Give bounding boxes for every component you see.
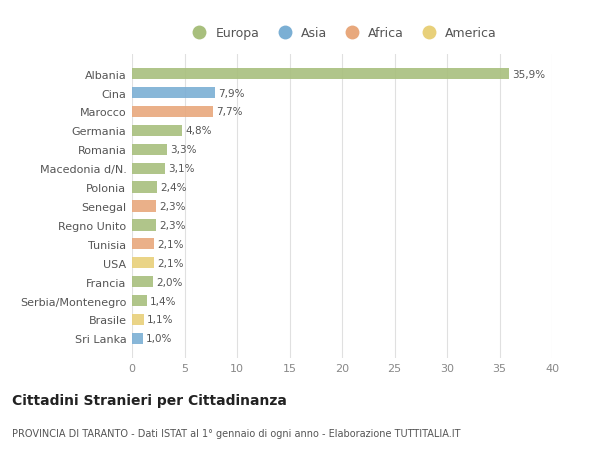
Bar bbox=[132, 125, 182, 137]
Text: Cittadini Stranieri per Cittadinanza: Cittadini Stranieri per Cittadinanza bbox=[12, 393, 287, 407]
Bar bbox=[132, 276, 153, 288]
Text: 2,1%: 2,1% bbox=[157, 258, 184, 268]
Text: 2,3%: 2,3% bbox=[160, 202, 186, 212]
Text: 4,8%: 4,8% bbox=[185, 126, 212, 136]
Bar bbox=[132, 69, 509, 80]
Text: 2,1%: 2,1% bbox=[157, 239, 184, 249]
Text: 3,1%: 3,1% bbox=[168, 164, 194, 174]
Bar bbox=[132, 163, 164, 174]
Text: 1,4%: 1,4% bbox=[150, 296, 176, 306]
Text: 2,4%: 2,4% bbox=[160, 183, 187, 193]
Text: PROVINCIA DI TARANTO - Dati ISTAT al 1° gennaio di ogni anno - Elaborazione TUTT: PROVINCIA DI TARANTO - Dati ISTAT al 1° … bbox=[12, 428, 461, 438]
Text: 3,3%: 3,3% bbox=[170, 145, 196, 155]
Bar bbox=[132, 314, 143, 325]
Text: 1,1%: 1,1% bbox=[146, 315, 173, 325]
Text: 2,3%: 2,3% bbox=[160, 220, 186, 230]
Bar bbox=[132, 201, 156, 212]
Legend: Europa, Asia, Africa, America: Europa, Asia, Africa, America bbox=[182, 22, 502, 45]
Bar bbox=[132, 88, 215, 99]
Text: 35,9%: 35,9% bbox=[512, 69, 545, 79]
Bar bbox=[132, 220, 156, 231]
Text: 7,7%: 7,7% bbox=[216, 107, 242, 117]
Text: 1,0%: 1,0% bbox=[146, 334, 172, 344]
Bar bbox=[132, 239, 154, 250]
Bar bbox=[132, 182, 157, 193]
Bar bbox=[132, 144, 167, 156]
Bar bbox=[132, 295, 146, 307]
Bar bbox=[132, 106, 213, 118]
Text: 2,0%: 2,0% bbox=[156, 277, 182, 287]
Bar bbox=[132, 257, 154, 269]
Bar bbox=[132, 333, 143, 344]
Text: 7,9%: 7,9% bbox=[218, 89, 245, 98]
